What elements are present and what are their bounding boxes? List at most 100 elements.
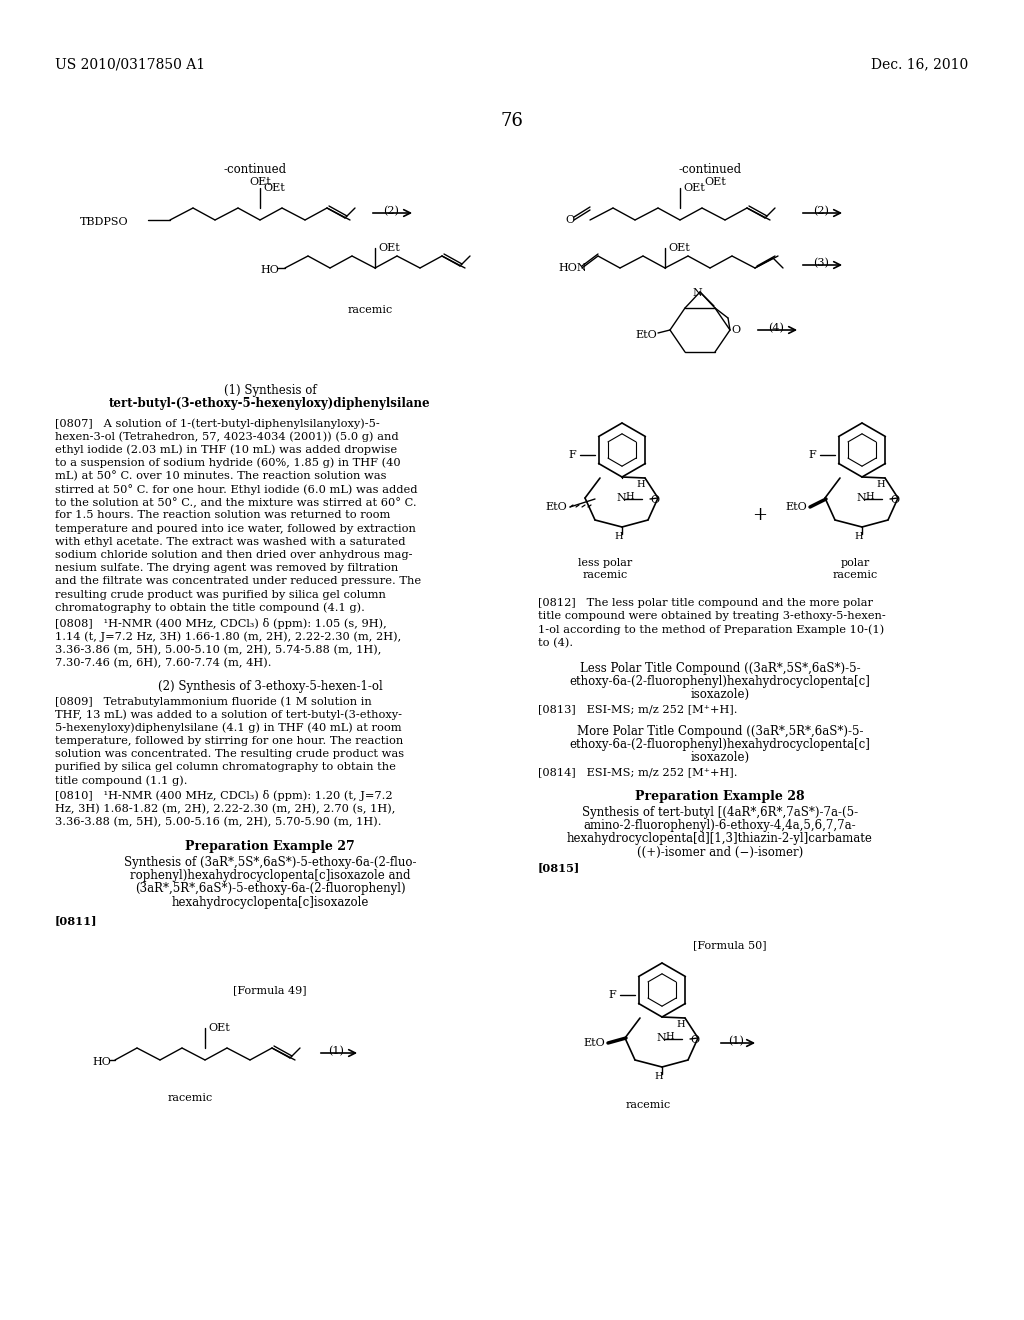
Text: Dec. 16, 2010: Dec. 16, 2010 [870,57,968,71]
Text: 5-hexenyloxy)diphenylsilane (4.1 g) in THF (40 mL) at room: 5-hexenyloxy)diphenylsilane (4.1 g) in T… [55,722,401,733]
Text: (4): (4) [768,323,784,334]
Text: HO: HO [260,265,279,275]
Text: (1): (1) [728,1036,743,1047]
Text: rophenyl)hexahydrocyclopenta[c]isoxazole and: rophenyl)hexahydrocyclopenta[c]isoxazole… [130,869,411,882]
Text: 3.36-3.88 (m, 5H), 5.00-5.16 (m, 2H), 5.70-5.90 (m, 1H).: 3.36-3.88 (m, 5H), 5.00-5.16 (m, 2H), 5.… [55,817,382,828]
Text: OEt: OEt [249,177,271,187]
Text: 3.36-3.86 (m, 5H), 5.00-5.10 (m, 2H), 5.74-5.88 (m, 1H),: 3.36-3.86 (m, 5H), 5.00-5.10 (m, 2H), 5.… [55,644,381,655]
Text: Preparation Example 28: Preparation Example 28 [635,789,805,803]
Text: (2): (2) [813,206,828,216]
Text: [0815]: [0815] [538,862,581,873]
Text: -continued: -continued [679,162,741,176]
Text: for 1.5 hours. The reaction solution was returned to room: for 1.5 hours. The reaction solution was… [55,511,390,520]
Text: 7.30-7.46 (m, 6H), 7.60-7.74 (m, 4H).: 7.30-7.46 (m, 6H), 7.60-7.74 (m, 4H). [55,657,271,668]
Text: title compound (1.1 g).: title compound (1.1 g). [55,775,187,785]
Text: (3): (3) [813,257,828,268]
Text: racemic: racemic [347,305,392,315]
Text: resulting crude product was purified by silica gel column: resulting crude product was purified by … [55,590,386,599]
Text: TBDPSO: TBDPSO [80,216,129,227]
Text: EtO: EtO [583,1038,605,1048]
Text: [0812]   The less polar title compound and the more polar: [0812] The less polar title compound and… [538,598,873,609]
Text: [Formula 50]: [Formula 50] [693,940,767,950]
Text: N: N [616,492,626,503]
Text: ethoxy-6a-(2-fluorophenyl)hexahydrocyclopenta[c]: ethoxy-6a-(2-fluorophenyl)hexahydrocyclo… [569,738,870,751]
Text: racemic: racemic [626,1100,671,1110]
Text: O: O [731,325,740,335]
Text: H: H [665,1032,674,1041]
Text: OEt: OEt [378,243,399,253]
Text: US 2010/0317850 A1: US 2010/0317850 A1 [55,57,205,71]
Text: Hz, 3H) 1.68-1.82 (m, 2H), 2.22-2.30 (m, 2H), 2.70 (s, 1H),: Hz, 3H) 1.68-1.82 (m, 2H), 2.22-2.30 (m,… [55,804,395,814]
Text: H: H [865,492,873,502]
Text: temperature and poured into ice water, followed by extraction: temperature and poured into ice water, f… [55,524,416,533]
Text: ((+)-isomer and (−)-isomer): ((+)-isomer and (−)-isomer) [637,846,803,858]
Text: [0811]: [0811] [55,915,97,927]
Text: THF, 13 mL) was added to a solution of tert-butyl-(3-ethoxy-: THF, 13 mL) was added to a solution of t… [55,709,402,719]
Text: EtO: EtO [635,330,656,341]
Text: mL) at 50° C. over 10 minutes. The reaction solution was: mL) at 50° C. over 10 minutes. The react… [55,471,386,482]
Text: N: N [656,1034,666,1043]
Text: [0813]   ESI-MS; m/z 252 [M⁺+H].: [0813] ESI-MS; m/z 252 [M⁺+H]. [538,704,737,714]
Text: (2) Synthesis of 3-ethoxy-5-hexen-1-ol: (2) Synthesis of 3-ethoxy-5-hexen-1-ol [158,680,382,693]
Text: H: H [876,480,885,488]
Text: OEt: OEt [208,1023,229,1034]
Text: ethyl iodide (2.03 mL) in THF (10 mL) was added dropwise: ethyl iodide (2.03 mL) in THF (10 mL) wa… [55,445,397,455]
Text: O: O [690,1035,699,1045]
Text: More Polar Title Compound ((3aR*,5R*,6aS*)-5-: More Polar Title Compound ((3aR*,5R*,6aS… [577,725,863,738]
Text: H: H [855,532,863,541]
Text: chromatography to obtain the title compound (4.1 g).: chromatography to obtain the title compo… [55,603,365,614]
Text: F: F [568,450,575,459]
Text: -continued: -continued [223,162,287,176]
Text: [0810]   ¹H-NMR (400 MHz, CDCl₃) δ (ppm): 1.20 (t, J=7.2: [0810] ¹H-NMR (400 MHz, CDCl₃) δ (ppm): … [55,791,392,801]
Text: H: H [676,1020,685,1030]
Text: H: H [636,480,645,488]
Text: HO: HO [92,1057,111,1067]
Text: OEt: OEt [668,243,690,253]
Text: OEt: OEt [683,183,705,193]
Text: Less Polar Title Compound ((3aR*,5S*,6aS*)-5-: Less Polar Title Compound ((3aR*,5S*,6aS… [580,663,860,675]
Text: OEt: OEt [263,183,285,193]
Text: ethoxy-6a-(2-fluorophenyl)hexahydrocyclopenta[c]: ethoxy-6a-(2-fluorophenyl)hexahydrocyclo… [569,675,870,688]
Text: EtO: EtO [785,502,807,512]
Text: racemic: racemic [583,570,628,579]
Text: [0808]   ¹H-NMR (400 MHz, CDCl₃) δ (ppm): 1.05 (s, 9H),: [0808] ¹H-NMR (400 MHz, CDCl₃) δ (ppm): … [55,618,387,630]
Text: title compound were obtained by treating 3-ethoxy-5-hexen-: title compound were obtained by treating… [538,611,886,622]
Text: Synthesis of tert-butyl [(4aR*,6R*,7aS*)-7a-(5-: Synthesis of tert-butyl [(4aR*,6R*,7aS*)… [582,807,858,818]
Text: hexahydrocyclopenta[c]isoxazole: hexahydrocyclopenta[c]isoxazole [171,895,369,908]
Text: less polar: less polar [578,558,632,568]
Text: isoxazole): isoxazole) [690,751,750,764]
Text: [0809]   Tetrabutylammonium fluoride (1 M solution in: [0809] Tetrabutylammonium fluoride (1 M … [55,696,372,706]
Text: O: O [650,495,659,506]
Text: stirred at 50° C. for one hour. Ethyl iodide (6.0 mL) was added: stirred at 50° C. for one hour. Ethyl io… [55,484,418,495]
Text: O: O [565,215,574,224]
Text: temperature, followed by stirring for one hour. The reaction: temperature, followed by stirring for on… [55,735,403,746]
Text: racemic: racemic [167,1093,213,1104]
Text: OEt: OEt [705,177,726,187]
Text: [0814]   ESI-MS; m/z 252 [M⁺+H].: [0814] ESI-MS; m/z 252 [M⁺+H]. [538,767,737,777]
Text: tert-butyl-(3-ethoxy-5-hexenyloxy)diphenylsilane: tert-butyl-(3-ethoxy-5-hexenyloxy)diphen… [110,397,431,411]
Text: purified by silica gel column chromatography to obtain the: purified by silica gel column chromatogr… [55,762,396,772]
Text: 1.14 (t, J=7.2 Hz, 3H) 1.66-1.80 (m, 2H), 2.22-2.30 (m, 2H),: 1.14 (t, J=7.2 Hz, 3H) 1.66-1.80 (m, 2H)… [55,631,401,642]
Text: H: H [625,492,634,502]
Text: O: O [890,495,899,506]
Text: [0807]   A solution of 1-(tert-butyl-diphenylsilanyloxy)-5-: [0807] A solution of 1-(tert-butyl-diphe… [55,418,380,429]
Text: HON: HON [558,263,587,273]
Text: hexen-3-ol (Tetrahedron, 57, 4023-4034 (2001)) (5.0 g) and: hexen-3-ol (Tetrahedron, 57, 4023-4034 (… [55,432,398,442]
Text: to the solution at 50° C., and the mixture was stirred at 60° C.: to the solution at 50° C., and the mixtu… [55,498,417,508]
Text: and the filtrate was concentrated under reduced pressure. The: and the filtrate was concentrated under … [55,577,421,586]
Text: Preparation Example 27: Preparation Example 27 [185,840,355,853]
Text: EtO: EtO [545,502,566,512]
Text: +: + [753,506,768,524]
Text: (3aR*,5R*,6aS*)-5-ethoxy-6a-(2-fluorophenyl): (3aR*,5R*,6aS*)-5-ethoxy-6a-(2-fluorophe… [135,882,406,895]
Text: N: N [692,288,701,298]
Text: polar: polar [841,558,869,568]
Text: 76: 76 [501,112,523,129]
Text: 1-ol according to the method of Preparation Example 10-(1): 1-ol according to the method of Preparat… [538,624,885,635]
Text: isoxazole): isoxazole) [690,688,750,701]
Text: (2): (2) [383,206,399,216]
Text: to a suspension of sodium hydride (60%, 1.85 g) in THF (40: to a suspension of sodium hydride (60%, … [55,458,400,469]
Text: F: F [808,450,816,459]
Text: Synthesis of (3aR*,5S*,6aS*)-5-ethoxy-6a-(2-fluo-: Synthesis of (3aR*,5S*,6aS*)-5-ethoxy-6a… [124,855,416,869]
Text: [Formula 49]: [Formula 49] [233,985,307,995]
Text: H: H [654,1072,664,1081]
